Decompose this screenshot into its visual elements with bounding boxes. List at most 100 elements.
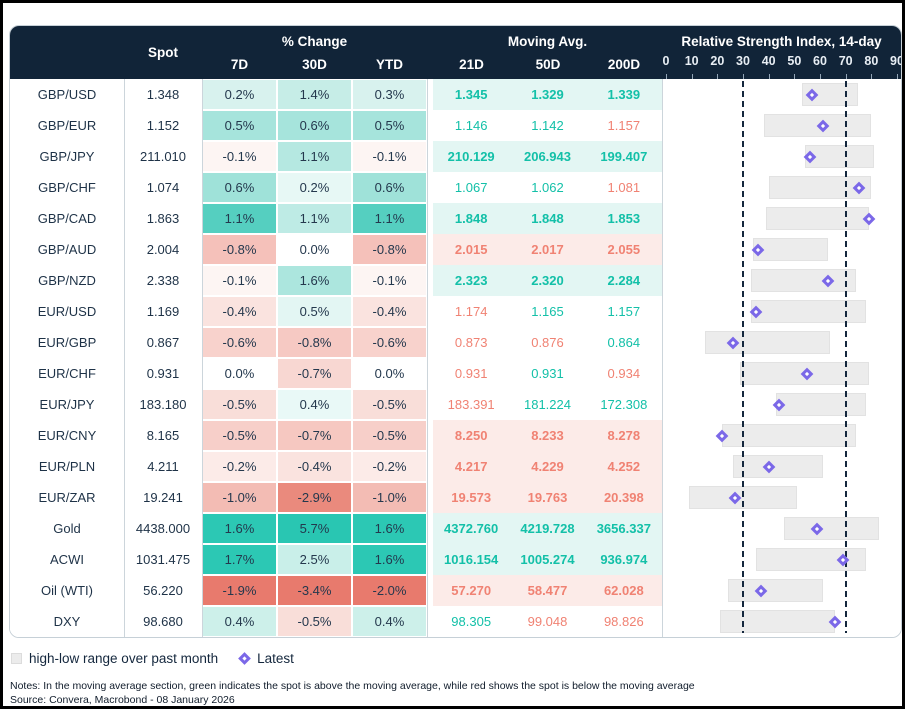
moving-avg-cell: 2.320 xyxy=(531,273,564,288)
rsi-axis-tick-label: 70 xyxy=(838,54,853,68)
rsi-axis-tick-label: 90 xyxy=(890,54,901,68)
rsi-axis-tick-mark xyxy=(871,74,873,79)
rsi-cell xyxy=(662,265,901,296)
pct-change-cell: 1.7% xyxy=(202,544,277,575)
moving-avg-cell: 1.345 xyxy=(454,87,488,102)
pct-change-cell: -1.0% xyxy=(352,482,427,513)
moving-avg-cell: 0.931 xyxy=(454,366,488,381)
table-row: GBP/CHF 1.074 0.6% 0.2% 0.6% 1.067 1.062 1.081 xyxy=(10,172,901,203)
spot-value: 4.211 xyxy=(124,451,202,482)
moving-avg-cell: 172.308 xyxy=(600,397,648,412)
rsi-axis-tick-mark xyxy=(820,74,821,79)
rsi-axis-tick-label: 80 xyxy=(864,54,879,68)
rsi-cell xyxy=(662,296,901,327)
moving-avg-group: 1.174 1.165 1.157 xyxy=(433,296,662,327)
pct-change-cell: 1.1% xyxy=(202,203,277,234)
rsi-axis: 0 10 20 30 40 50 60 70 80 90 xyxy=(662,52,901,79)
row-label: EUR/PLN xyxy=(10,451,124,482)
moving-avg-cell: 1.329 xyxy=(531,87,564,102)
rsi-axis-tick-label: 10 xyxy=(684,54,699,68)
rsi-cell xyxy=(662,234,901,265)
spot-value: 1.348 xyxy=(124,79,202,110)
row-label: GBP/NZD xyxy=(10,265,124,296)
rsi-cell xyxy=(662,389,901,420)
pct-change-cell: -0.5% xyxy=(352,389,427,420)
moving-avg-cell: 2.015 xyxy=(454,242,488,257)
pct-change-cell: -0.5% xyxy=(352,420,427,451)
moving-avg-cell: 1.081 xyxy=(607,180,641,195)
moving-avg-cell: 8.233 xyxy=(531,428,564,443)
spot-value: 2.338 xyxy=(124,265,202,296)
pct-change-cell: 1.6% xyxy=(277,265,352,296)
moving-avg-cell: 0.934 xyxy=(607,366,641,381)
row-label: EUR/JPY xyxy=(10,389,124,420)
col-group-pct-change: % Change xyxy=(281,33,348,49)
pct-change-cell: 5.7% xyxy=(277,513,352,544)
pct-change-cell: 0.4% xyxy=(202,606,277,637)
moving-avg-cell: 1016.154 xyxy=(444,552,499,567)
pct-change-cell: -1.0% xyxy=(202,482,277,513)
moving-avg-cell: 210.129 xyxy=(447,149,495,164)
rsi-cell xyxy=(662,420,901,451)
moving-avg-group: 8.250 8.233 8.278 xyxy=(433,420,662,451)
spot-value: 183.180 xyxy=(124,389,202,420)
legend: high-low range over past month Latest xyxy=(11,648,294,668)
pct-change-cell: -0.4% xyxy=(352,296,427,327)
pct-change-cell: 0.4% xyxy=(277,389,352,420)
row-label: GBP/EUR xyxy=(10,110,124,141)
pct-change-cell: -0.7% xyxy=(277,358,352,389)
rsi-reference-line xyxy=(742,81,744,633)
moving-avg-cell: 2.017 xyxy=(531,242,564,257)
row-label: ACWI xyxy=(10,544,124,575)
pct-change-cell: 0.0% xyxy=(352,358,427,389)
moving-avg-cell: 0.873 xyxy=(454,335,488,350)
spot-value: 1031.475 xyxy=(124,544,202,575)
col-header-7d: 7D xyxy=(230,56,249,72)
table-row: EUR/ZAR 19.241 -1.0% -2.9% -1.0% 19.573 19.763… xyxy=(10,482,901,513)
pct-change-cell: 2.5% xyxy=(277,544,352,575)
rsi-range-bar xyxy=(732,455,823,478)
col-header-50d: 50D xyxy=(535,56,561,72)
moving-avg-cell: 2.055 xyxy=(607,242,641,257)
moving-avg-cell: 1.848 xyxy=(454,211,488,226)
rsi-axis-tick-label: 20 xyxy=(710,54,725,68)
table-row: GBP/CAD 1.863 1.1% 1.1% 1.1% 1.848 1.848 1.853 xyxy=(10,203,901,234)
range-swatch-icon xyxy=(11,652,22,664)
pct-change-cell: 1.4% xyxy=(277,79,352,110)
moving-avg-group: 98.305 99.048 98.826 xyxy=(433,606,662,637)
spot-value: 1.074 xyxy=(124,172,202,203)
row-label: GBP/JPY xyxy=(10,141,124,172)
pct-change-cell: 1.1% xyxy=(277,203,352,234)
table-row: EUR/CHF 0.931 0.0% -0.7% 0.0% 0.931 0.931 0.934 xyxy=(10,358,901,389)
moving-avg-group: 1016.154 1005.274 936.974 xyxy=(433,544,662,575)
pct-change-cell: -0.7% xyxy=(277,420,352,451)
rsi-range-bar xyxy=(802,83,859,106)
rsi-cell xyxy=(662,358,901,389)
rsi-range-bar xyxy=(755,548,867,571)
moving-avg-group: 2.015 2.017 2.055 xyxy=(433,234,662,265)
rsi-cell xyxy=(662,451,901,482)
moving-avg-cell: 206.943 xyxy=(523,149,571,164)
col-group-moving-avg: Moving Avg. xyxy=(507,33,588,49)
moving-avg-group: 1.848 1.848 1.853 xyxy=(433,203,662,234)
moving-avg-cell: 8.250 xyxy=(454,428,488,443)
col-header-200d: 200D xyxy=(607,56,641,72)
column-separator xyxy=(662,79,663,637)
moving-avg-cell: 1.174 xyxy=(454,304,488,319)
moving-avg-cell: 4.229 xyxy=(531,459,564,474)
moving-avg-group: 183.391 181.224 172.308 xyxy=(433,389,662,420)
table-row: Gold 4438.000 1.6% 5.7% 1.6% 4372.760 4219.728… xyxy=(10,513,901,544)
row-label: EUR/CNY xyxy=(10,420,124,451)
rsi-range-bar xyxy=(727,579,823,602)
pct-change-cell: 0.2% xyxy=(277,172,352,203)
rsi-cell xyxy=(662,544,901,575)
rsi-cell xyxy=(662,327,901,358)
moving-avg-cell: 98.305 xyxy=(451,614,492,629)
column-separator xyxy=(124,79,125,637)
pct-change-cell: -0.5% xyxy=(202,420,277,451)
table-row: GBP/USD 1.348 0.2% 1.4% 0.3% 1.345 1.329 1.339 xyxy=(10,79,901,110)
row-label: DXY xyxy=(10,606,124,637)
moving-avg-group: 0.931 0.931 0.934 xyxy=(433,358,662,389)
pct-change-cell: 0.4% xyxy=(352,606,427,637)
pct-change-cell: 0.5% xyxy=(352,110,427,141)
